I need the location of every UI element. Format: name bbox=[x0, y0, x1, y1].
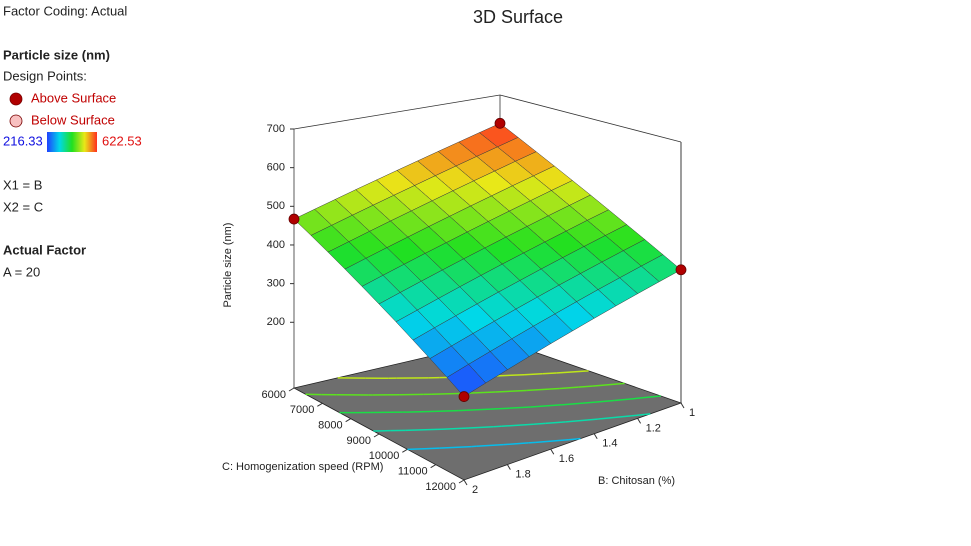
contour-line bbox=[562, 401, 596, 406]
legend-label: Above Surface bbox=[31, 90, 116, 105]
actual-factor-title: Actual Factor bbox=[3, 242, 86, 257]
contour-line bbox=[528, 441, 536, 444]
y-tick bbox=[458, 479, 465, 484]
contour-line bbox=[556, 370, 589, 374]
z-tick-label: 200 bbox=[267, 316, 285, 328]
contour-line bbox=[568, 437, 581, 441]
contour-line bbox=[468, 426, 494, 429]
y-tick bbox=[288, 387, 295, 392]
z-tick-label: 400 bbox=[267, 239, 285, 251]
x1-label: X1 = B bbox=[3, 177, 42, 192]
contour-line bbox=[595, 399, 615, 403]
x-tick bbox=[506, 464, 511, 470]
x-tick-label: 2 bbox=[472, 484, 478, 496]
z-tick-label: 500 bbox=[267, 200, 285, 212]
color-min: 216.33 bbox=[3, 133, 43, 148]
contour-line bbox=[592, 382, 625, 387]
contour-line bbox=[535, 438, 569, 444]
factor-coding: Factor Coding: Actual bbox=[3, 3, 127, 18]
contour-line bbox=[431, 392, 464, 395]
y-tick bbox=[430, 464, 436, 469]
design-point bbox=[494, 117, 506, 129]
x-tick-label: 1.6 bbox=[559, 453, 574, 465]
box-edge bbox=[499, 94, 682, 143]
contour-line bbox=[441, 427, 470, 430]
contour-line bbox=[406, 410, 435, 413]
contour-line bbox=[439, 445, 472, 449]
x2-label: X2 = C bbox=[3, 199, 43, 214]
y-tick-label: 9000 bbox=[347, 435, 371, 447]
box-edge bbox=[293, 94, 501, 130]
z-axis-title: Particle size (nm) bbox=[222, 223, 234, 308]
contour-line bbox=[503, 442, 529, 446]
y-tick-label: 6000 bbox=[262, 389, 286, 401]
design-point bbox=[675, 264, 687, 276]
x-tick bbox=[593, 433, 598, 440]
y-tick bbox=[345, 418, 351, 423]
x-tick bbox=[550, 448, 555, 455]
x-tick bbox=[680, 402, 685, 409]
z-tick-label: 600 bbox=[267, 162, 285, 174]
contour-line bbox=[405, 428, 438, 432]
legend-label: Below Surface bbox=[31, 112, 115, 127]
contour-line bbox=[533, 422, 546, 425]
contour-line bbox=[598, 415, 632, 420]
contour-line bbox=[530, 404, 562, 408]
y-tick-label: 12000 bbox=[425, 481, 456, 493]
contour-line bbox=[495, 389, 527, 393]
contour-line bbox=[542, 372, 557, 375]
contour-line bbox=[545, 421, 566, 425]
contour-line bbox=[474, 391, 496, 394]
contour-line bbox=[627, 395, 661, 400]
color-max: 622.53 bbox=[102, 133, 142, 148]
x-tick-label: 1.8 bbox=[515, 469, 530, 481]
design-point bbox=[288, 213, 300, 225]
response-name: Particle size (nm) bbox=[3, 47, 110, 62]
legend-marker bbox=[9, 92, 23, 106]
y-tick bbox=[402, 448, 408, 453]
legend-marker bbox=[9, 114, 23, 128]
design-point bbox=[458, 391, 470, 402]
y-tick-label: 11000 bbox=[398, 466, 428, 478]
contour-line bbox=[527, 387, 560, 392]
x-tick bbox=[463, 479, 468, 486]
x-axis-title: B: Chitosan (%) bbox=[598, 475, 675, 487]
y-tick-label: 8000 bbox=[318, 420, 342, 432]
z-tick-label: 700 bbox=[267, 123, 285, 135]
actual-factor: A = 20 bbox=[3, 264, 40, 279]
contour-line bbox=[498, 407, 510, 410]
contour-line bbox=[476, 443, 504, 448]
contour-line bbox=[424, 447, 440, 450]
y-axis-title: C: Homogenization speed (RPM) bbox=[222, 461, 383, 473]
contour-line bbox=[524, 373, 543, 376]
x-tick-label: 1.4 bbox=[602, 438, 617, 450]
contour-line bbox=[501, 423, 534, 428]
color-bar bbox=[47, 132, 97, 152]
x-tick-label: 1.2 bbox=[646, 422, 661, 434]
y-tick-label: 7000 bbox=[290, 404, 314, 416]
contour-line bbox=[559, 386, 579, 390]
y-tick-label: 10000 bbox=[369, 450, 400, 462]
contour-line bbox=[614, 398, 629, 402]
x-tick bbox=[637, 418, 642, 424]
x-tick-label: 1 bbox=[689, 407, 695, 419]
contour-line bbox=[578, 385, 593, 388]
contour-line bbox=[509, 406, 531, 409]
contour-line bbox=[565, 418, 598, 423]
y-tick bbox=[317, 402, 323, 407]
design-points-label: Design Points: bbox=[3, 68, 87, 83]
chart-title: 3D Surface bbox=[473, 7, 563, 27]
contour-line bbox=[631, 413, 651, 417]
y-tick bbox=[373, 433, 380, 438]
z-tick-label: 300 bbox=[267, 278, 285, 290]
contour-line bbox=[434, 409, 459, 413]
contour-line bbox=[407, 447, 425, 451]
contour-line bbox=[466, 408, 499, 412]
